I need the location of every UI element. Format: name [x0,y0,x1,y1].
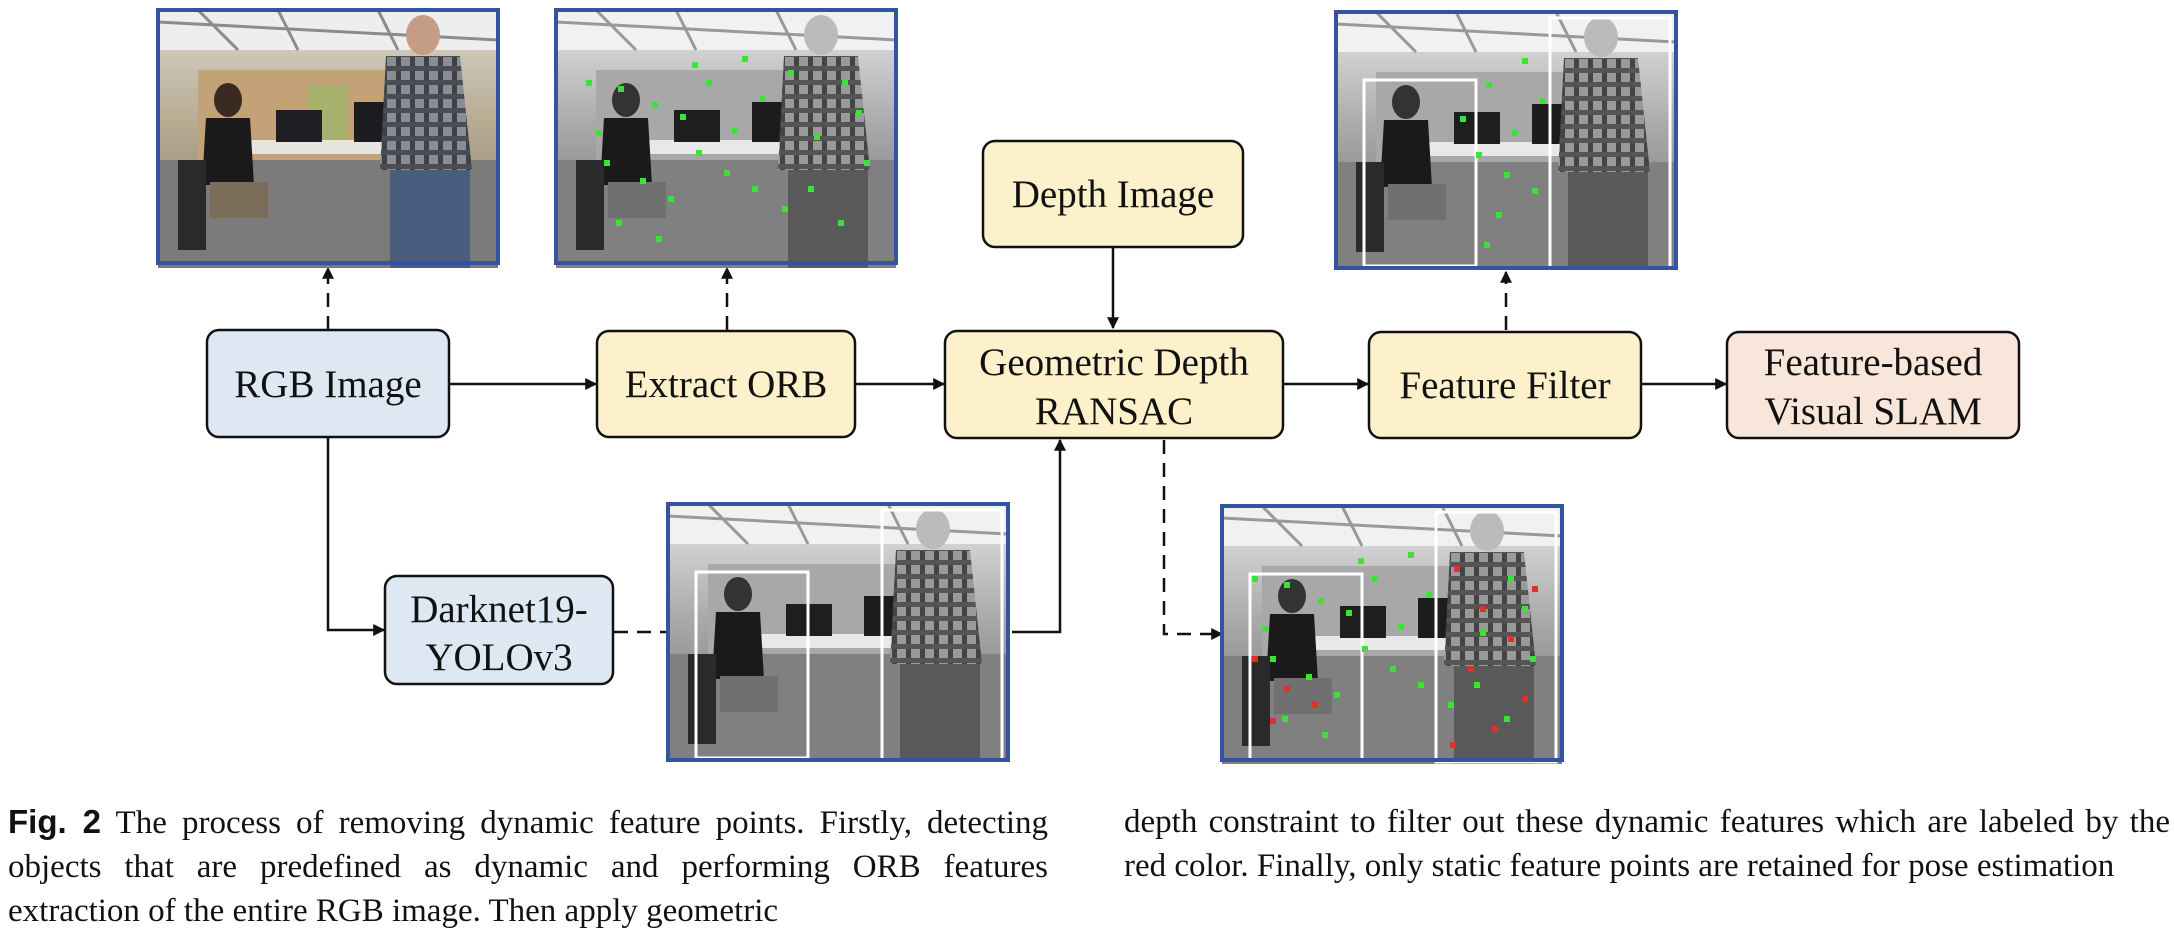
node-extract-orb: Extract ORB [595,329,857,439]
node-geo-label-2: RANSAC [1035,390,1193,433]
node-darknet-label-2: YOLOv3 [425,636,572,679]
yolo-detection-image [666,502,1010,764]
node-extract-orb-label: Extract ORB [625,363,828,406]
node-rgb-image: RGB Image [205,328,451,439]
rgb-input-image [156,8,500,270]
orb-features-image [554,8,898,270]
arrow-yolo-to-geo [1012,438,1066,634]
node-geometric-depth-ransac: Geometric Depth RANSAC [943,329,1285,440]
node-darknet-label-1: Darknet19- [410,588,588,631]
node-slam-label-2: Visual SLAM [1764,390,1982,433]
node-feature-filter-label: Feature Filter [1399,364,1610,407]
node-feature-filter: Feature Filter [1367,330,1643,440]
node-depth-image: Depth Image [981,139,1245,249]
figure-caption-right: depth constraint to filter out these dyn… [1124,800,2170,888]
node-rgb-image-label: RGB Image [234,363,421,406]
dashed-geo-to-result [1162,440,1224,640]
pipeline-diagram: RGB Image Extract ORB Depth Image Geomet… [156,8,2021,766]
node-geo-label-1: Geometric Depth [979,341,1249,384]
node-slam-label-1: Feature-based [1764,341,1983,384]
caption-text-right: depth constraint to filter out these dyn… [1124,804,2170,884]
caption-text-left: The process of removing dynamic feature … [8,805,1048,929]
node-depth-image-label: Depth Image [1012,173,1215,216]
figure-caption-left: Fig. 2 The process of removing dynamic f… [8,800,1048,933]
filtered-features-image [1334,10,1678,272]
dynamic-points-image [1220,504,1564,766]
node-darknet-yolo: Darknet19- YOLOv3 [383,574,615,686]
arrow-rgb-to-darknet [326,438,386,636]
figure-label: Fig. 2 [8,803,102,840]
node-visual-slam: Feature-based Visual SLAM [1725,330,2021,440]
